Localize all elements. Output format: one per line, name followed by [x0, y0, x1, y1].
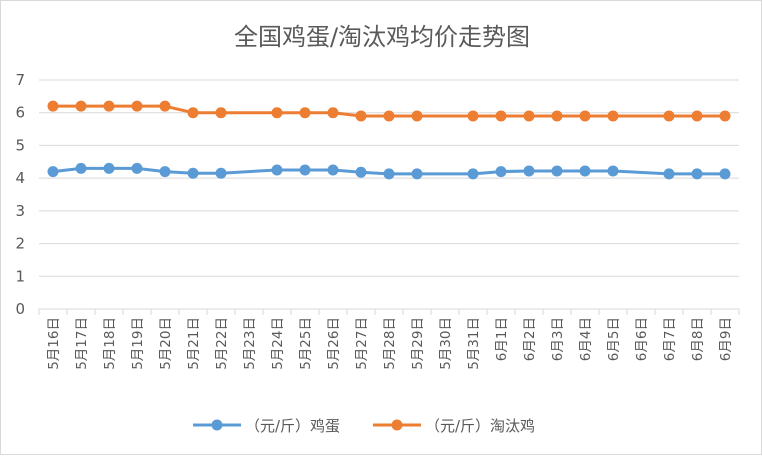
data-point [215, 107, 227, 119]
data-point [103, 100, 115, 112]
x-tick-label: 5月20日 [158, 317, 174, 370]
y-tick-label: 1 [15, 267, 25, 285]
x-tick-label: 5月29日 [410, 317, 426, 370]
data-point [411, 110, 423, 122]
x-tick-label: 6月2日 [522, 317, 538, 361]
x-tick-label: 6月8日 [690, 317, 706, 361]
x-tick-label: 5月30日 [438, 317, 454, 370]
data-point [103, 162, 115, 174]
x-tick-label: 5月24日 [270, 317, 286, 370]
data-point [523, 165, 535, 177]
data-point [579, 165, 591, 177]
data-point [299, 164, 311, 176]
x-tick-label: 6月6日 [634, 317, 650, 361]
data-point [663, 110, 675, 122]
legend-marker [391, 419, 403, 431]
data-point [75, 162, 87, 174]
data-point [467, 110, 479, 122]
data-point [75, 100, 87, 112]
x-tick-label: 5月31日 [466, 317, 482, 370]
y-tick-label: 2 [15, 235, 25, 253]
data-point [607, 110, 619, 122]
data-point [719, 110, 731, 122]
x-tick-label: 5月23日 [242, 317, 258, 370]
series-line-0 [52, 166, 725, 176]
y-tick-label: 4 [15, 169, 25, 187]
data-point [663, 168, 675, 180]
data-point [47, 100, 59, 112]
data-point [719, 168, 731, 180]
x-tick-label: 5月25日 [298, 317, 314, 370]
chart-title: 全国鸡蛋/淘汰鸡均价走势图 [234, 23, 530, 51]
legend-label: （元/斤）淘汰鸡 [425, 417, 535, 435]
data-point [131, 100, 143, 112]
y-tick-label: 6 [15, 104, 25, 122]
data-point [47, 166, 59, 178]
data-point [579, 110, 591, 122]
data-point [187, 167, 199, 179]
data-point [159, 100, 171, 112]
x-tick-label: 6月5日 [606, 317, 622, 361]
x-tick-label: 6月4日 [578, 317, 594, 361]
x-tick-label: 5月27日 [354, 317, 370, 370]
data-point [691, 110, 703, 122]
data-point [495, 110, 507, 122]
data-point [159, 166, 171, 178]
data-point [355, 166, 367, 178]
data-point [215, 167, 227, 179]
data-point [327, 164, 339, 176]
x-axis-ticks: 5月16日 5月17日 5月18日 5月19日 5月20日 5月21日 5月22日 5月23日… [38, 309, 740, 370]
series-line-1 [53, 104, 725, 118]
legend-marker [211, 419, 223, 431]
data-point [187, 107, 199, 119]
x-tick-label: 6月3日 [550, 317, 566, 361]
data-point [327, 107, 339, 119]
x-tick-label: 6月7日 [662, 317, 678, 361]
y-tick-label: 0 [15, 300, 25, 318]
x-tick-label: 5月21日 [186, 317, 202, 370]
y-axis-ticks: 0 1 2 3 4 5 6 7 [15, 71, 25, 318]
legend-label: （元/斤）鸡蛋 [245, 417, 340, 435]
x-tick-label: 5月26日 [326, 317, 342, 370]
data-point [299, 107, 311, 119]
data-point [523, 110, 535, 122]
data-point [355, 110, 367, 122]
y-tick-label: 3 [15, 202, 25, 220]
x-tick-label: 5月16日 [46, 317, 62, 370]
data-point [271, 164, 283, 176]
x-tick-label: 5月19日 [130, 317, 146, 370]
data-point [551, 165, 563, 177]
data-point [551, 110, 563, 122]
data-point [131, 162, 143, 174]
legend: （元/斤）鸡蛋 （元/斤）淘汰鸡 [193, 417, 535, 435]
data-point [607, 165, 619, 177]
data-point [495, 166, 507, 178]
x-tick-label: 5月18日 [102, 317, 118, 370]
data-point [467, 168, 479, 180]
series-lines [47, 100, 731, 180]
x-tick-label: 5月28日 [382, 317, 398, 370]
y-tick-label: 7 [15, 71, 25, 89]
x-tick-label: 6月9日 [718, 317, 734, 361]
x-tick-label: 5月22日 [214, 317, 230, 370]
data-point [271, 107, 283, 119]
data-point [691, 168, 703, 180]
y-tick-label: 5 [15, 136, 25, 154]
data-point [383, 110, 395, 122]
data-point [383, 168, 395, 180]
x-tick-label: 5月17日 [74, 317, 90, 370]
x-tick-label: 6月1日 [494, 317, 510, 361]
data-point [411, 168, 423, 180]
